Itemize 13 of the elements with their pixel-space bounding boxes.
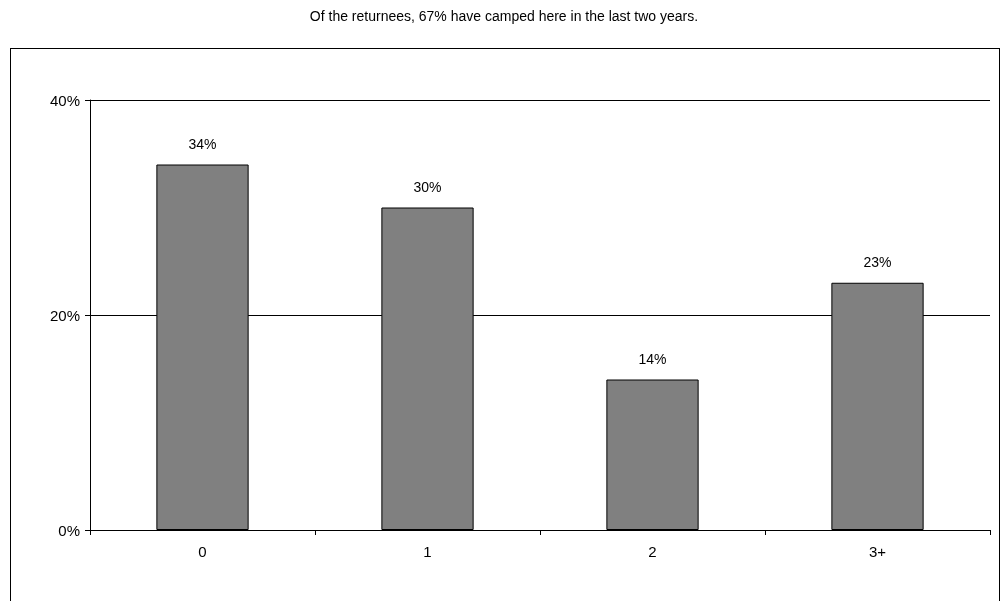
x-tick-label: 1 (423, 543, 432, 560)
chart-title: Of the returnees, 67% have camped here in the last two years. (308, 8, 700, 24)
data-label: 30% (413, 178, 442, 195)
bar (606, 379, 699, 530)
x-tick-label: 2 (648, 543, 657, 560)
y-tick-label: 40% (49, 91, 80, 109)
y-tick-label: 0% (58, 521, 80, 539)
x-tick-label: 3+ (868, 543, 887, 560)
x-tick-label: 0 (198, 543, 207, 560)
data-label: 14% (638, 350, 667, 367)
y-tick-label: 20% (49, 306, 80, 324)
data-label: 23% (863, 253, 892, 270)
data-label: 34% (188, 135, 217, 152)
